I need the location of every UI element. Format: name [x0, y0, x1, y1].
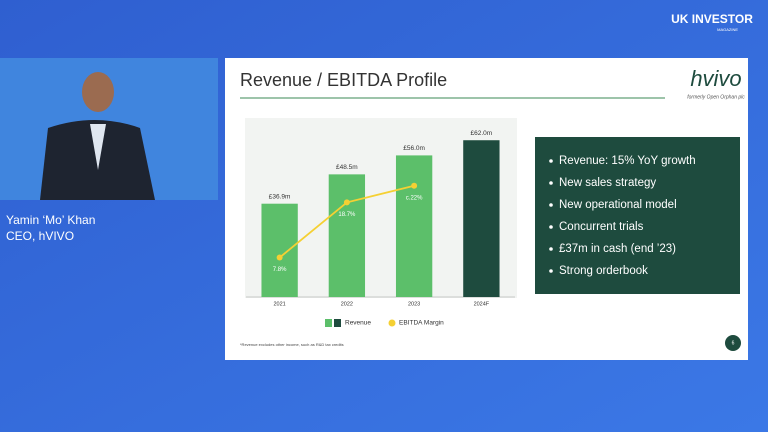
bullet-dot	[549, 181, 553, 185]
bar-value-label: £48.5m	[336, 164, 358, 171]
bar	[395, 155, 433, 297]
line-value-label: 7.8%	[273, 267, 287, 273]
line-point	[411, 182, 418, 189]
speaker-head	[82, 72, 114, 112]
bar-value-label: £36.9m	[269, 193, 291, 200]
bullet-text: Concurrent trials	[559, 221, 644, 233]
legend-swatch	[388, 319, 396, 327]
speaker-shirt	[90, 124, 106, 170]
bullet-dot	[549, 269, 553, 273]
page-badge	[725, 335, 741, 351]
slide-title: Revenue / EBITDA Profile	[240, 70, 447, 90]
line-value-label: 18.7%	[338, 212, 356, 218]
logo: UK INVESTOR	[671, 12, 753, 26]
bullet-dot	[549, 225, 553, 229]
bullet-text: New operational model	[559, 199, 677, 211]
line-point	[343, 199, 350, 206]
brand: hvivo	[690, 66, 741, 91]
bar	[463, 140, 500, 297]
bullet-text: New sales strategy	[559, 177, 656, 189]
footnote: *Revenue excludes other income, such as …	[240, 342, 344, 347]
legend-label: EBITDA Margin	[399, 320, 444, 327]
brand-sub: formerly Open Orphan plc	[687, 94, 745, 100]
bar-value-label: £56.0m	[403, 145, 425, 152]
legend-label: Revenue	[345, 320, 371, 327]
bullet-dot	[549, 203, 553, 207]
bar	[261, 203, 298, 297]
legend-swatch	[334, 319, 341, 327]
x-tick-label: 2022	[341, 301, 353, 307]
page-number: 6	[732, 340, 735, 346]
bar	[328, 174, 366, 297]
x-tick-label: 2021	[274, 301, 286, 307]
line-value-label: c.22%	[406, 195, 423, 201]
bar-value-label: £62.0m	[471, 130, 493, 137]
logo-sub: MAGAZINE	[717, 27, 738, 32]
bullet-dot	[549, 159, 553, 163]
line-point	[276, 254, 283, 261]
x-tick-label: 2024F	[474, 301, 490, 307]
x-tick-label: 2023	[408, 301, 420, 307]
bullet-text: £37m in cash (end ’23)	[559, 243, 676, 255]
legend-swatch	[325, 319, 332, 327]
speaker-name: Yamin ‘Mo’ Khan	[6, 213, 95, 227]
speaker-video	[0, 58, 218, 200]
bullet-dot	[549, 247, 553, 251]
bullet-text: Strong orderbook	[559, 265, 648, 277]
bullet-text: Revenue: 15% YoY growth	[559, 155, 696, 167]
bullet-box	[535, 137, 740, 294]
speaker-role: CEO, hVIVO	[6, 229, 74, 243]
